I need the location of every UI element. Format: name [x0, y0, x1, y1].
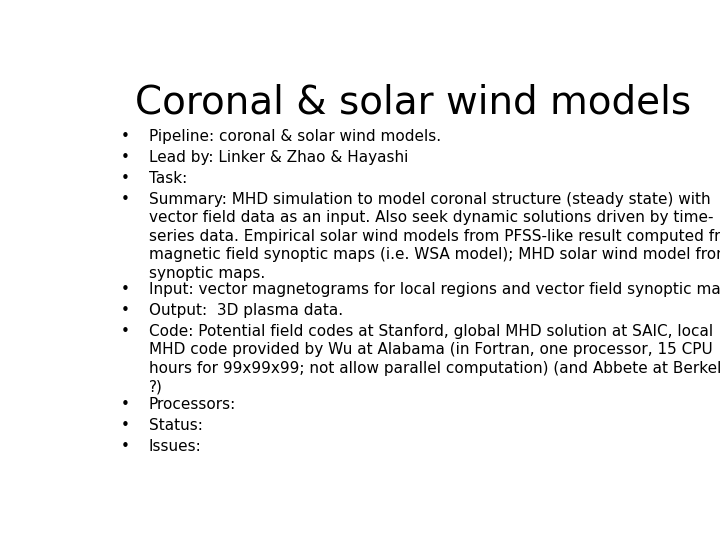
Text: •: • — [121, 303, 130, 318]
Text: Output:  3D plasma data.: Output: 3D plasma data. — [148, 303, 343, 318]
Text: Lead by: Linker & Zhao & Hayashi: Lead by: Linker & Zhao & Hayashi — [148, 150, 408, 165]
Text: •: • — [121, 418, 130, 433]
Text: Summary: MHD simulation to model coronal structure (steady state) with
vector fi: Summary: MHD simulation to model coronal… — [148, 192, 720, 281]
Text: •: • — [121, 192, 130, 207]
Text: Issues:: Issues: — [148, 438, 202, 454]
Text: Coronal & solar wind models: Coronal & solar wind models — [135, 84, 690, 122]
Text: •: • — [121, 171, 130, 186]
Text: Input: vector magnetograms for local regions and vector field synoptic maps.: Input: vector magnetograms for local reg… — [148, 282, 720, 297]
Text: Code: Potential field codes at Stanford, global MHD solution at SAIC, local
MHD : Code: Potential field codes at Stanford,… — [148, 324, 720, 395]
Text: •: • — [121, 324, 130, 339]
Text: Pipeline: coronal & solar wind models.: Pipeline: coronal & solar wind models. — [148, 129, 441, 144]
Text: •: • — [121, 438, 130, 454]
Text: Task:: Task: — [148, 171, 187, 186]
Text: •: • — [121, 150, 130, 165]
Text: Processors:: Processors: — [148, 397, 236, 412]
Text: Status:: Status: — [148, 418, 202, 433]
Text: •: • — [121, 282, 130, 297]
Text: •: • — [121, 129, 130, 144]
Text: •: • — [121, 397, 130, 412]
